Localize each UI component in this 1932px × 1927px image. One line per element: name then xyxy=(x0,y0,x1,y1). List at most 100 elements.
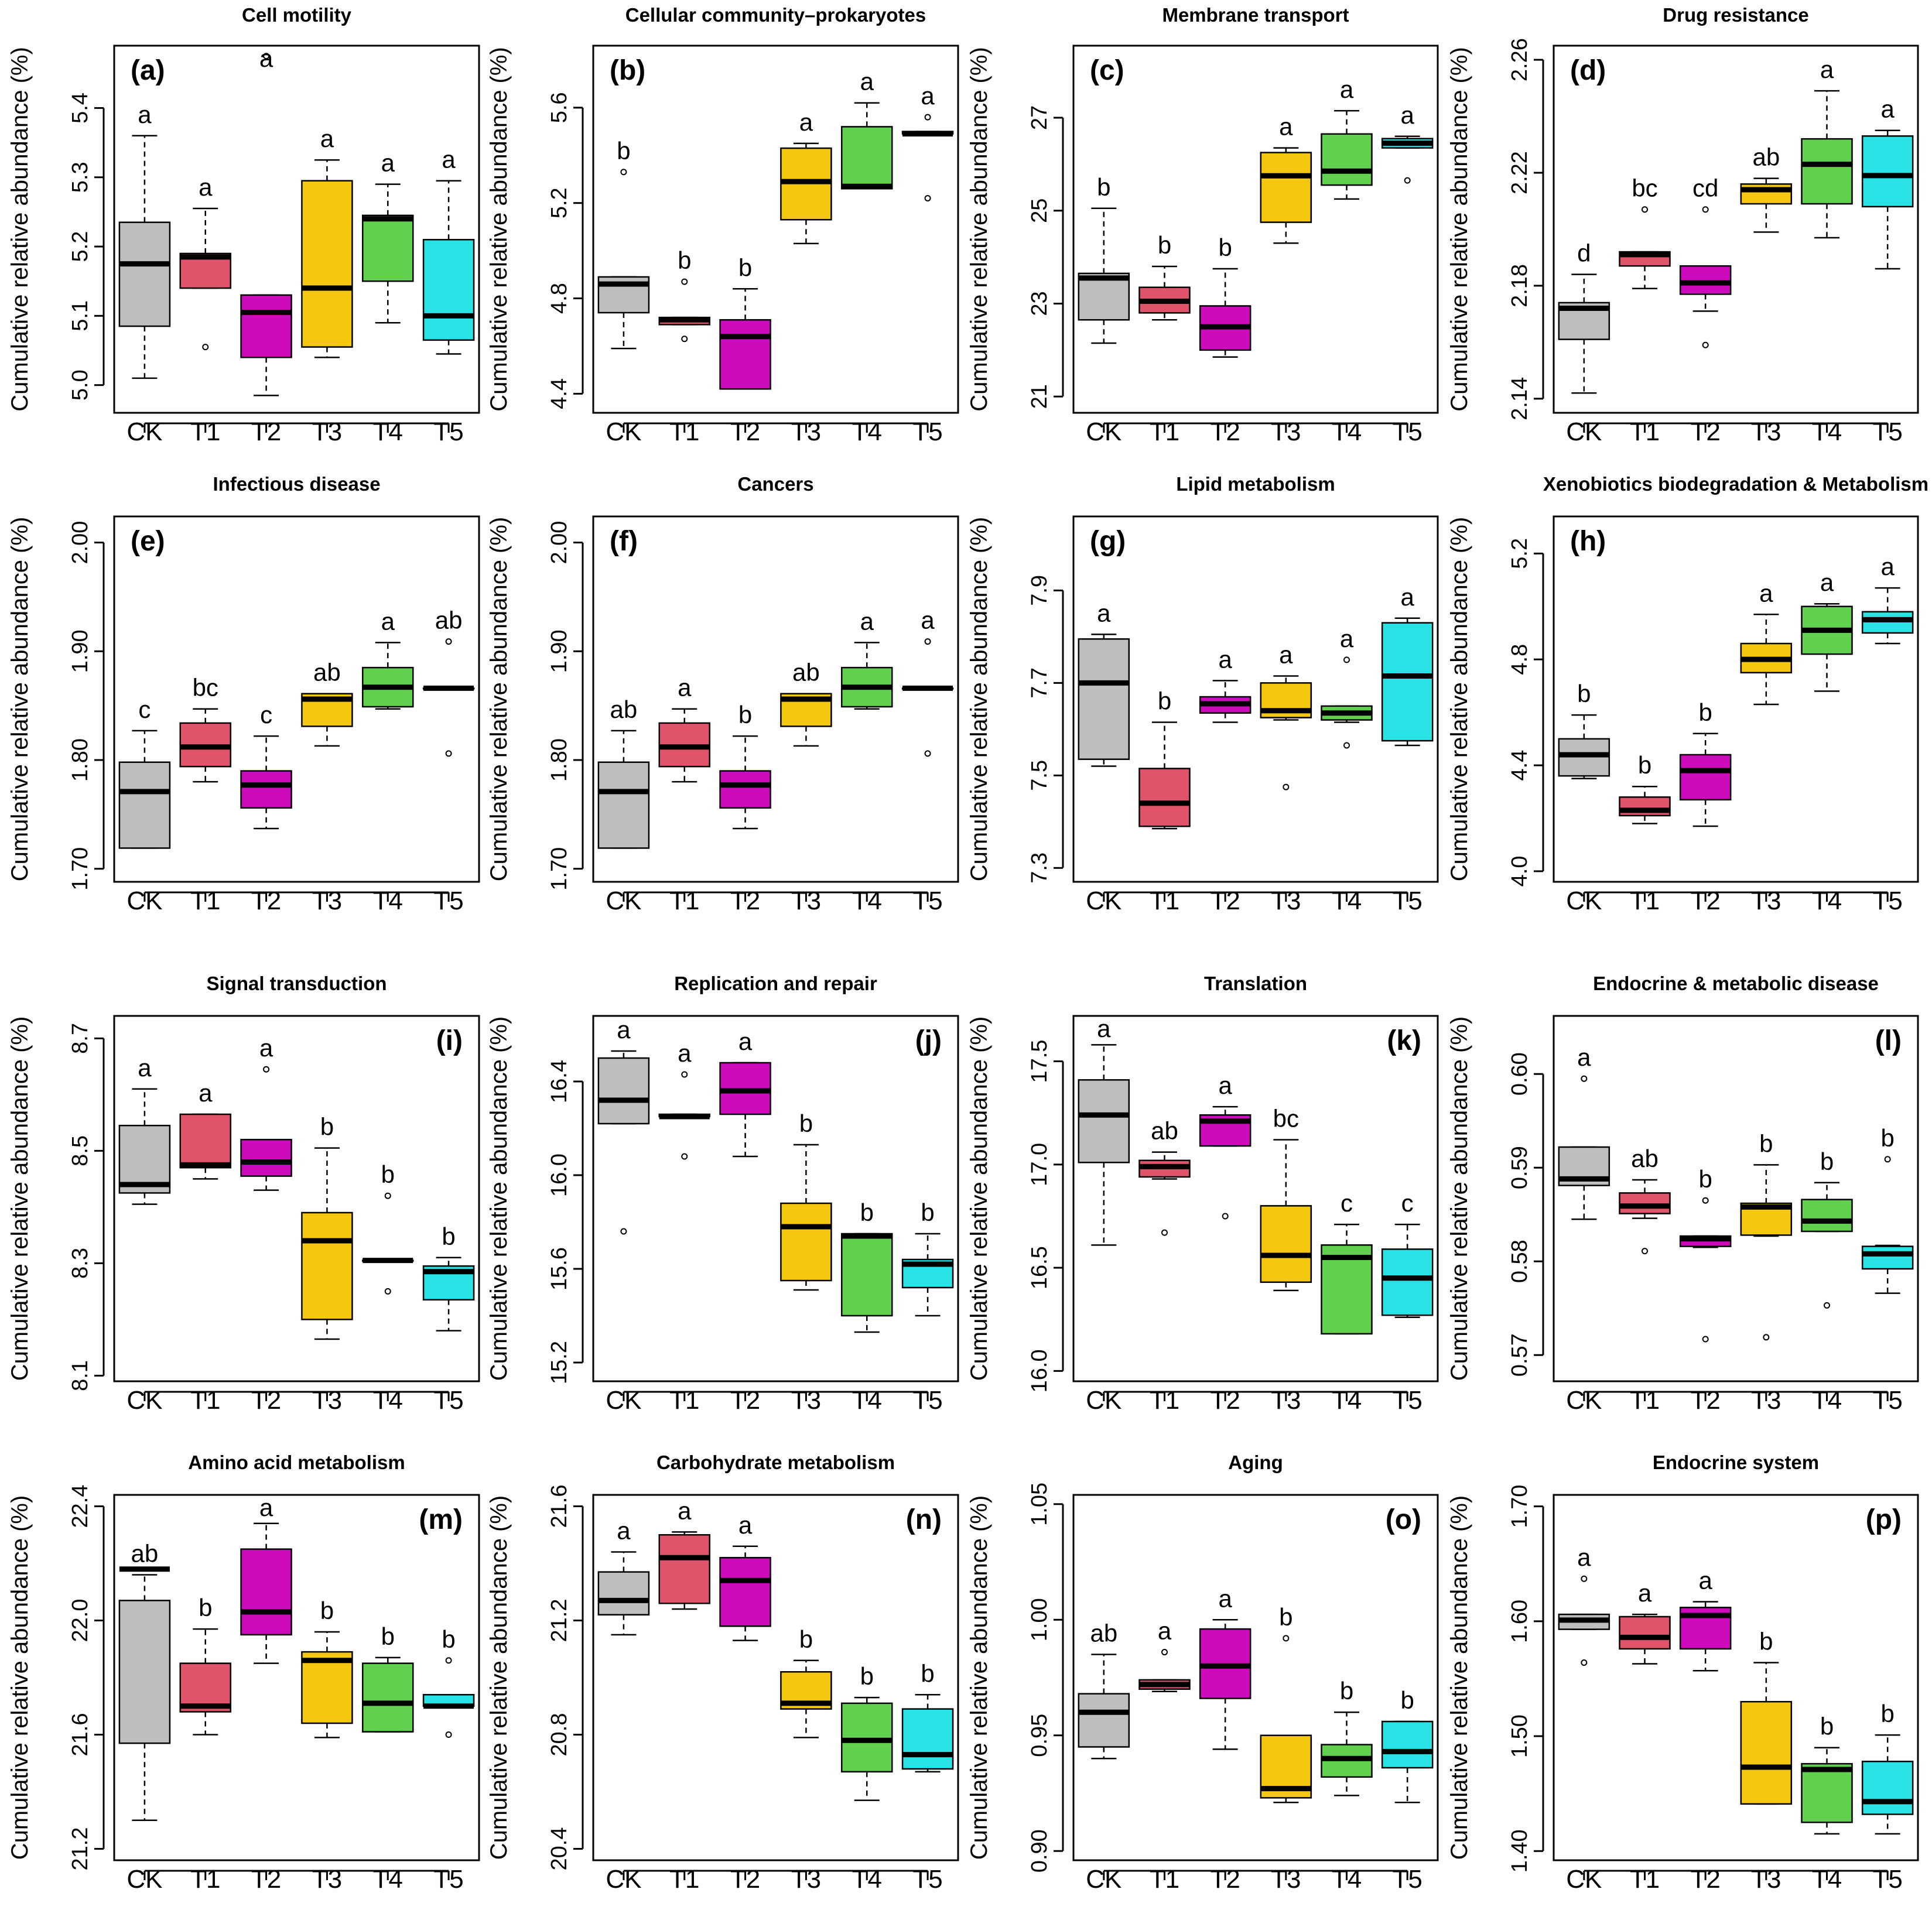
x-tick-label: CK xyxy=(1086,417,1121,446)
box-T5: T5 b xyxy=(901,1659,954,1894)
panel-a: Cell motility (a) 5.0 5.1 5.2 5.3 5.4 Cumulativ… xyxy=(7,4,480,446)
panel-title: Amino acid metabolism xyxy=(188,1452,405,1473)
outlier-point xyxy=(1642,206,1648,213)
panel-b: Cellular community–prokaryotes (b) 4.4 4.8 5… xyxy=(486,4,959,446)
significance-letter: a xyxy=(1097,599,1111,627)
x-tick-label: T1 xyxy=(1150,887,1179,915)
outlier-point xyxy=(1343,656,1350,663)
box-body xyxy=(1321,133,1373,186)
box-T5: T5 a xyxy=(1381,101,1434,446)
panel-label: (j) xyxy=(915,1025,942,1056)
box-body xyxy=(597,761,650,849)
significance-letter: a xyxy=(1577,1543,1591,1571)
plot-frame xyxy=(592,1015,959,1382)
x-tick-label: T1 xyxy=(1630,1386,1660,1415)
significance-letter: a xyxy=(1880,95,1895,123)
box-body xyxy=(1381,622,1434,742)
significance-letter: c xyxy=(138,696,151,723)
significance-letter: a xyxy=(1340,625,1354,652)
box-T5: T5 a xyxy=(901,607,954,915)
box-body xyxy=(1679,265,1732,295)
box-T2: T2 a xyxy=(1199,1072,1251,1415)
significance-letter: c xyxy=(1341,1189,1353,1217)
x-tick-label: T2 xyxy=(1210,417,1240,446)
y-axis-label: Cumulative relative abundance (%) xyxy=(1447,47,1472,412)
y-tick-label: 8.7 xyxy=(68,1023,93,1054)
x-tick-label: T5 xyxy=(1392,417,1422,446)
significance-letter: b xyxy=(1820,1713,1834,1740)
box-CK: CK ab xyxy=(597,696,650,915)
outlier-point xyxy=(1702,206,1709,213)
box-T1: T1 bc xyxy=(179,674,231,915)
box-T4: T4 a xyxy=(362,149,414,446)
y-tick-label: 21 xyxy=(1027,384,1052,409)
panel-label: (o) xyxy=(1386,1504,1421,1535)
box-T2: T2 a xyxy=(240,1034,292,1415)
box-T3: T3 b xyxy=(1740,1627,1793,1894)
box-T4: T4 c xyxy=(1321,1189,1373,1415)
x-tick-label: T4 xyxy=(1812,417,1842,446)
y-tick-label: 16.4 xyxy=(547,1060,572,1103)
panel-d: Drug resistance (d) 2.14 2.18 2.22 2.26 Cumula… xyxy=(1447,4,1919,446)
x-tick-label: T3 xyxy=(312,1865,342,1894)
significance-letter: a xyxy=(678,1039,692,1067)
x-tick-label: T2 xyxy=(1690,887,1720,915)
y-tick-label: 25 xyxy=(1027,198,1052,223)
x-tick-label: T4 xyxy=(852,417,882,446)
x-tick-label: T4 xyxy=(373,1865,403,1894)
box-T3: T3 ab xyxy=(301,659,353,915)
plot-frame xyxy=(1553,1494,1919,1861)
y-tick-label: 21.2 xyxy=(68,1827,93,1871)
box-body xyxy=(1861,135,1914,208)
box-body xyxy=(362,1662,414,1733)
y-tick-label: 16.5 xyxy=(1027,1246,1052,1289)
box-T5: T5 a xyxy=(1381,583,1434,915)
box-T5: T5 b xyxy=(422,1625,475,1894)
significance-letter: b xyxy=(1400,1686,1414,1714)
significance-letter: b xyxy=(199,1594,212,1621)
y-tick-label: 2.00 xyxy=(68,521,93,564)
x-tick-label: T2 xyxy=(730,1865,760,1894)
x-tick-label: T3 xyxy=(1751,417,1781,446)
box-body xyxy=(901,1708,954,1770)
significance-letter: b xyxy=(381,1161,395,1188)
y-axis-label: Cumulative relative abundance (%) xyxy=(966,47,992,412)
x-tick-label: T4 xyxy=(1812,1386,1842,1415)
significance-letter: a xyxy=(1400,101,1414,129)
significance-letter: b xyxy=(320,1113,334,1141)
box-T5: T5 a xyxy=(1861,553,1914,915)
y-tick-label: 5.0 xyxy=(68,369,93,401)
x-tick-label: T4 xyxy=(1332,1386,1362,1415)
significance-letter: b xyxy=(1820,1148,1834,1175)
x-tick-label: CK xyxy=(1566,1386,1602,1415)
box-T4: T4 b xyxy=(362,1161,414,1415)
x-tick-label: T5 xyxy=(1392,1865,1422,1894)
box-body xyxy=(658,1534,710,1604)
box-CK: CK a xyxy=(597,1016,650,1415)
y-tick-label: 15.6 xyxy=(547,1247,572,1291)
box-body xyxy=(301,1211,353,1320)
panel-p: Endocrine system (p) 1.40 1.50 1.60 1.70 Cumul… xyxy=(1447,1452,1919,1894)
significance-letter: b xyxy=(1638,751,1651,779)
y-tick-label: 8.5 xyxy=(68,1135,93,1166)
significance-letter: a xyxy=(381,607,395,635)
box-body xyxy=(1740,183,1793,205)
y-tick-label: 0.90 xyxy=(1027,1829,1052,1873)
significance-letter: ab xyxy=(1090,1620,1117,1647)
outlier-point xyxy=(924,195,931,202)
x-tick-label: T2 xyxy=(251,1865,281,1894)
box-body xyxy=(1619,1192,1671,1214)
significance-letter: bc xyxy=(193,674,218,701)
y-tick-label: 4.8 xyxy=(1507,644,1532,675)
significance-letter: b xyxy=(921,1659,934,1687)
box-T4: T4 a xyxy=(1321,625,1373,915)
x-tick-label: T2 xyxy=(1690,1386,1720,1415)
outlier-point xyxy=(384,1192,391,1199)
significance-letter: b xyxy=(860,1199,874,1226)
outlier-point xyxy=(1884,1156,1891,1163)
box-body xyxy=(1861,611,1914,634)
outlier-point xyxy=(1763,1334,1770,1341)
x-tick-label: T2 xyxy=(730,1386,760,1415)
box-T5: T5 b xyxy=(1861,1700,1914,1894)
y-axis-label: Cumulative relative abundance (%) xyxy=(7,47,33,412)
